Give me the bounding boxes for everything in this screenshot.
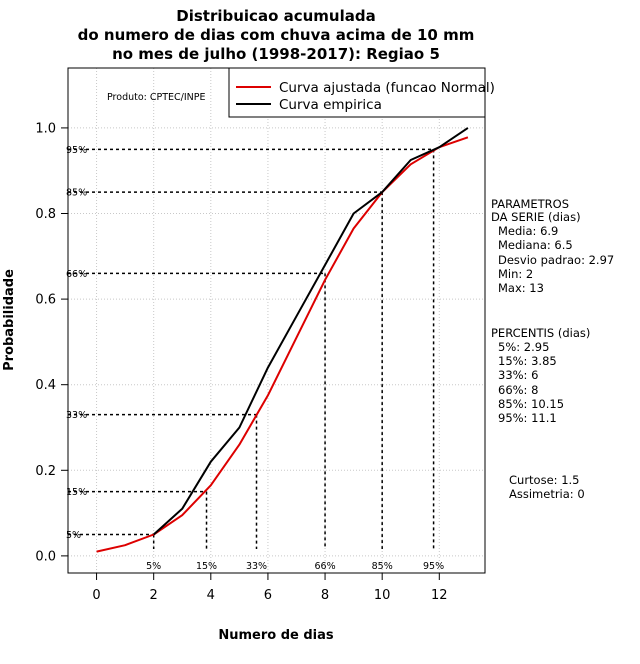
assimetria-text: Assimetria: 0 — [509, 487, 585, 501]
percentile-x-label: 5% — [146, 561, 161, 572]
y-tick-label: 1.0 — [35, 121, 56, 136]
percentile-x-label: 66% — [314, 561, 335, 572]
x-tick-label: 0 — [92, 588, 100, 603]
y-tick-label: 0.8 — [35, 207, 56, 222]
x-tick-label: 8 — [321, 588, 329, 603]
percentil-33: 33%: 6 — [498, 368, 538, 382]
credit-text: Produto: CPTEC/INPE — [107, 92, 206, 103]
percentil-5: 5%: 2.95 — [498, 340, 549, 354]
x-tick-label: 6 — [264, 588, 272, 603]
parametro-desvio: Desvio padrao: 2.97 — [498, 253, 614, 267]
legend-label-empirical: Curva empirica — [279, 97, 382, 113]
axes: 0 2 4 6 8 10 12 0.0 0.2 0.4 0.6 0.8 1.0 — [35, 121, 447, 603]
x-tick-label: 2 — [150, 588, 158, 603]
legend-label-fitted: Curva ajustada (funcao Normal) — [279, 80, 495, 96]
percentil-95: 95%: 11.1 — [498, 411, 557, 425]
parametro-min: Min: 2 — [498, 267, 533, 281]
parametros-title-line-1: PARAMETROS — [491, 197, 569, 211]
percentile-y-label: 66% — [66, 269, 87, 280]
percentile-x-label: 95% — [423, 561, 444, 572]
percentile-y-label: 85% — [66, 188, 87, 199]
percentile-y-label: 33% — [66, 410, 87, 421]
series-lines — [96, 127, 469, 553]
percentile-markers: 5% 5% 15% 15% 33% 33% 66% 66% 85% 85% 95% 95% — [66, 145, 444, 572]
x-tick-label: 4 — [207, 588, 215, 603]
legend: Curva ajustada (funcao Normal) Curva emp… — [228, 67, 495, 118]
percentil-66: 66%: 8 — [498, 383, 538, 397]
percentile-y-label: 15% — [66, 487, 87, 498]
percentile-x-label: 85% — [372, 561, 393, 572]
parametro-max: Max: 13 — [498, 281, 544, 295]
y-tick-label: 0.6 — [35, 293, 56, 308]
y-tick-label: 0.2 — [35, 464, 56, 479]
chart-title-line-1: Distribuicao acumulada — [176, 7, 375, 25]
x-tick-label: 10 — [374, 588, 391, 603]
y-tick-label: 0.4 — [35, 378, 56, 393]
x-tick-label: 12 — [431, 588, 448, 603]
curtose-text: Curtose: 1.5 — [509, 473, 579, 487]
percentil-15: 15%: 3.85 — [498, 354, 557, 368]
legend-box — [228, 67, 486, 118]
y-tick-label: 0.0 — [35, 549, 56, 564]
plot-area — [68, 68, 485, 573]
chart-title-line-3: no mes de julho (1998-2017): Regiao 5 — [112, 45, 440, 63]
percentil-85: 85%: 10.15 — [498, 397, 564, 411]
parametros-title-line-2: DA SERIE (dias) — [491, 210, 581, 224]
parametro-media: Media: 6.9 — [498, 224, 558, 238]
percentile-y-label: 5% — [66, 530, 81, 541]
y-axis-label: Probabilidade — [2, 269, 17, 371]
series-line-empirical — [153, 127, 469, 536]
percentile-y-label: 95% — [66, 145, 87, 156]
side-panel: PARAMETROS DA SERIE (dias) Media: 6.9 Me… — [491, 197, 614, 501]
x-axis-label: Numero de dias — [218, 628, 334, 643]
percentile-x-label: 33% — [246, 561, 267, 572]
percentis-title: PERCENTIS (dias) — [491, 326, 590, 340]
chart-title-line-2: do numero de dias com chuva acima de 10 … — [78, 26, 475, 44]
percentile-x-label: 15% — [196, 561, 217, 572]
parametro-mediana: Mediana: 6.5 — [498, 238, 573, 252]
